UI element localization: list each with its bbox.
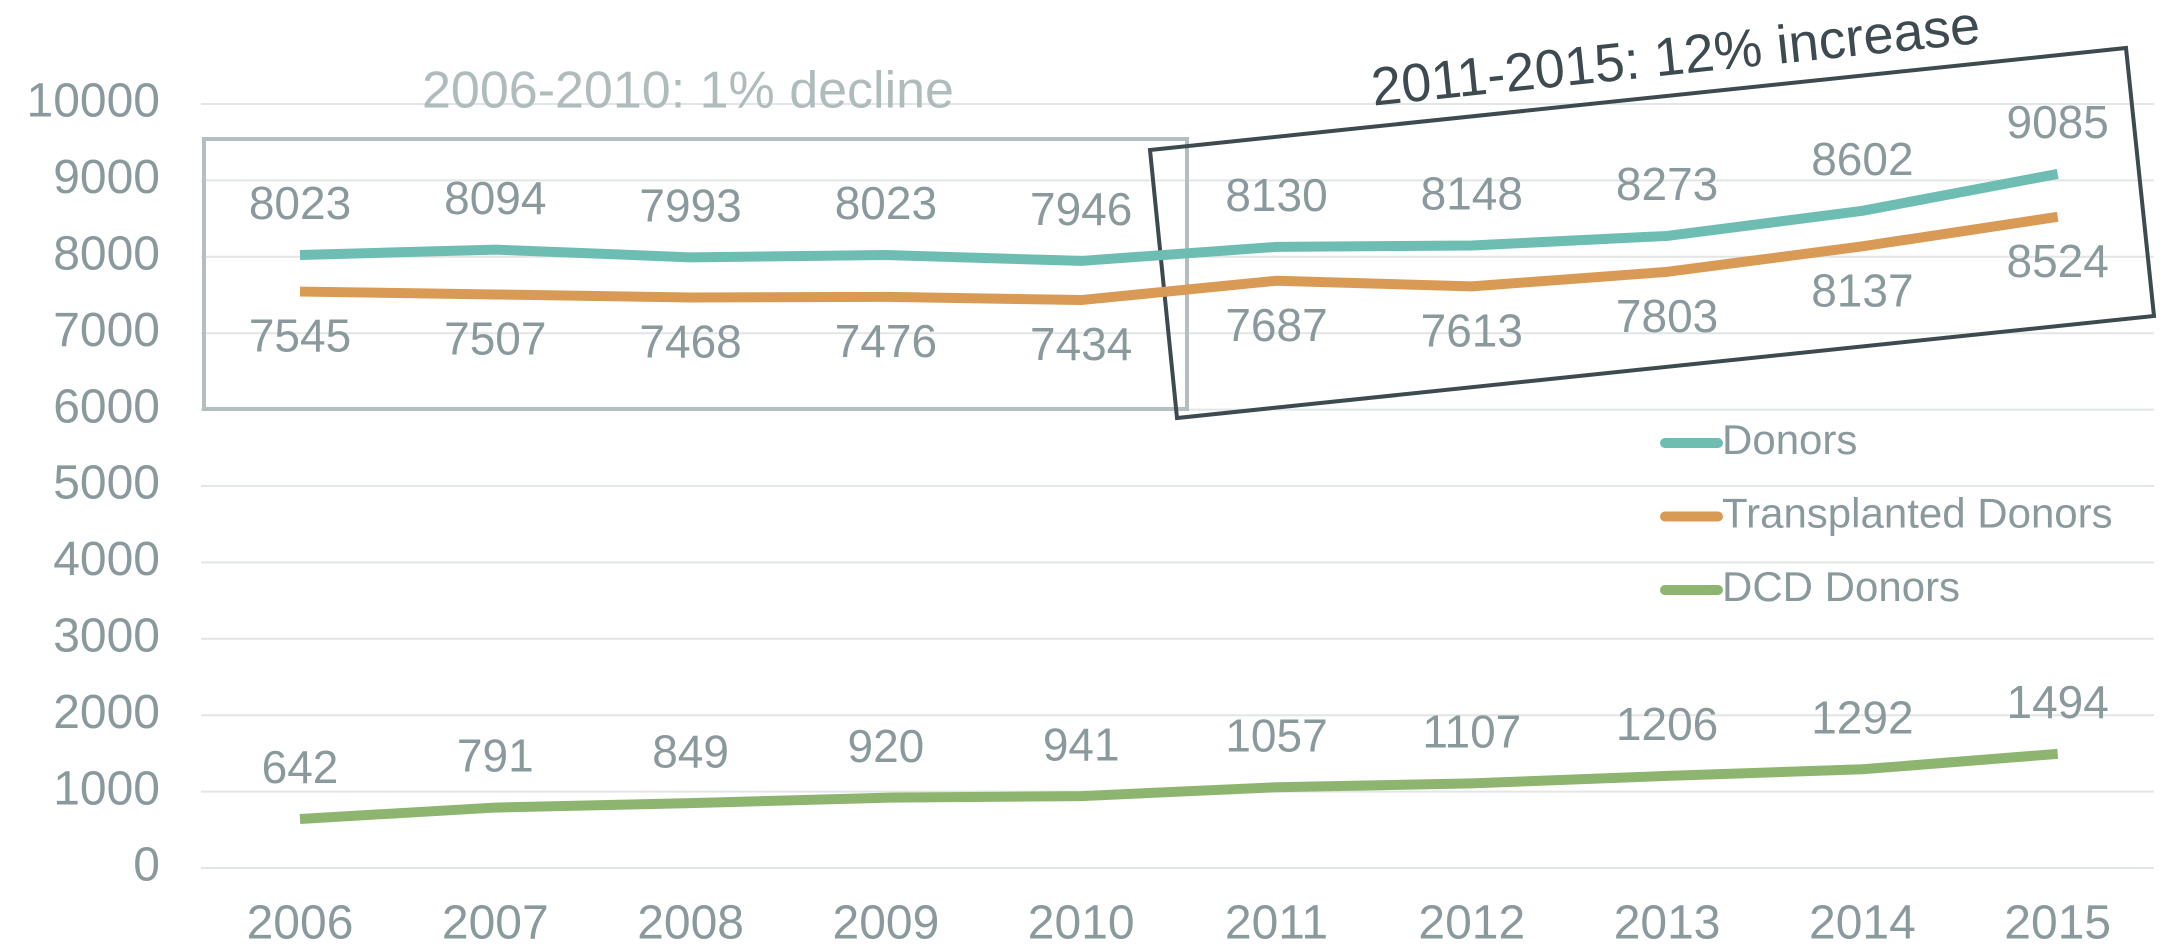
data-label: 9085 <box>2007 96 2109 148</box>
y-tick-label: 1000 <box>53 762 160 815</box>
y-tick-label: 9000 <box>53 151 160 204</box>
legend-label: Donors <box>1722 416 1857 463</box>
annotation: 2011-2015: 12% increase <box>1368 0 1982 118</box>
data-label: 1057 <box>1225 709 1327 761</box>
data-label: 7476 <box>835 315 937 367</box>
data-label: 791 <box>457 730 534 782</box>
legend-label: DCD Donors <box>1722 563 1960 610</box>
data-label: 7946 <box>1030 183 1132 235</box>
data-label: 941 <box>1043 718 1120 770</box>
x-tick-label: 2009 <box>833 897 940 950</box>
data-label: 1292 <box>1811 691 1913 743</box>
x-tick-label: 2013 <box>1614 897 1721 950</box>
increase-box <box>1147 45 2157 421</box>
data-label: 7803 <box>1616 290 1718 342</box>
decline-box <box>202 137 1189 411</box>
series-line <box>299 211 2059 306</box>
data-label: 8023 <box>835 177 937 229</box>
data-label: 1494 <box>2007 676 2109 728</box>
data-label: 642 <box>262 741 339 793</box>
data-label: 7507 <box>444 313 546 365</box>
data-label: 7993 <box>639 179 741 231</box>
data-label: 7545 <box>249 310 351 362</box>
y-tick-label: 4000 <box>53 533 160 586</box>
x-tick-label: 2012 <box>1418 897 1525 950</box>
x-tick-label: 2007 <box>442 897 549 950</box>
series-line <box>299 168 2059 266</box>
data-label: 920 <box>848 720 925 772</box>
x-tick-label: 2010 <box>1028 897 1135 950</box>
data-label: 7613 <box>1421 305 1523 357</box>
data-label: 849 <box>652 725 729 777</box>
data-label: 7687 <box>1225 299 1327 351</box>
annotation: 2006-2010: 1% decline <box>422 62 954 120</box>
y-tick-label: 6000 <box>53 380 160 433</box>
data-label: 8130 <box>1225 169 1327 221</box>
data-label: 8602 <box>1811 133 1913 185</box>
x-tick-label: 2015 <box>2004 897 2111 950</box>
data-label: 8023 <box>249 177 351 229</box>
y-tick-label: 7000 <box>53 304 160 357</box>
data-label: 7468 <box>639 316 741 368</box>
y-tick-label: 3000 <box>53 609 160 662</box>
data-label: 1206 <box>1616 698 1718 750</box>
x-tick-label: 2011 <box>1225 897 1328 950</box>
x-tick-label: 2014 <box>1809 897 1916 950</box>
y-tick-label: 0 <box>133 839 160 892</box>
data-label: 8137 <box>1811 264 1913 316</box>
series-line <box>299 748 2059 824</box>
data-label: 8148 <box>1421 168 1523 220</box>
y-tick-label: 10000 <box>27 75 160 128</box>
y-tick-label: 8000 <box>53 227 160 280</box>
legend-label: Transplanted Donors <box>1722 490 2113 537</box>
data-label: 8094 <box>444 172 546 224</box>
data-label: 7434 <box>1030 318 1132 370</box>
y-tick-label: 2000 <box>53 686 160 739</box>
data-label: 1107 <box>1422 706 1521 758</box>
y-tick-label: 5000 <box>53 457 160 510</box>
data-label: 8524 <box>2007 235 2109 287</box>
data-label: 8273 <box>1616 158 1718 210</box>
x-tick-label: 2008 <box>637 897 744 950</box>
x-tick-label: 2006 <box>247 897 354 950</box>
